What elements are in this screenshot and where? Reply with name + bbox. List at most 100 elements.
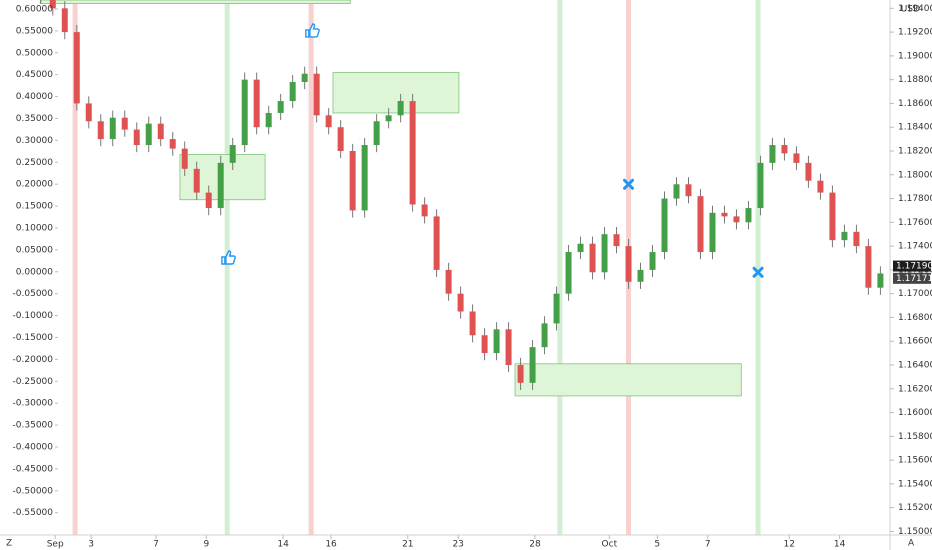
candle-body [421, 204, 428, 217]
y-tick-label: 0.15000 [16, 202, 53, 212]
y-tick-label: 0.45000 [16, 70, 53, 80]
candle-body [373, 121, 380, 146]
y2-tick-label: 1.15000 [898, 527, 932, 537]
candle-body [313, 73, 320, 116]
cross-icon [623, 178, 635, 190]
candle-body [109, 117, 116, 140]
y-tick-label: -0.30000 [13, 399, 54, 409]
y-tick-label: -0.35000 [13, 421, 54, 431]
thumb-icon [305, 23, 320, 38]
candle-body [325, 115, 332, 128]
candle-body [601, 234, 608, 273]
candle-body [385, 115, 392, 122]
y-tick-label: 0.00000 [16, 267, 53, 277]
candle-body [805, 162, 812, 181]
x-tick-label: 23 [452, 540, 463, 550]
currency-label: USD [901, 5, 920, 15]
candle-body [781, 145, 788, 154]
candle-body [589, 243, 596, 273]
candle-body [709, 212, 716, 253]
price-label: 1.17190 [896, 262, 932, 272]
highlight-band [72, 0, 78, 535]
x-tick-label: Sep [47, 540, 64, 550]
candle-body [409, 101, 416, 205]
candle-body [685, 184, 692, 197]
candle-body [61, 8, 68, 33]
candle-body [253, 79, 260, 128]
candle-body [517, 364, 524, 383]
y2-tick-label: 1.19000 [898, 51, 932, 61]
candle-body [769, 145, 776, 163]
candle-body [241, 79, 248, 146]
candle-body [529, 347, 536, 383]
y2-tick-label: 1.16200 [898, 384, 932, 394]
candle-body [301, 73, 308, 83]
candle-body [205, 192, 212, 209]
x-tick-label: 28 [529, 540, 541, 550]
price-label-box [893, 260, 931, 272]
candle-body [865, 246, 872, 288]
y-tick-label: -0.20000 [13, 355, 54, 365]
price-label: 1.17171 [896, 274, 932, 284]
candle-body [193, 168, 200, 193]
y-tick-label: 0.40000 [16, 92, 53, 102]
candle-body [721, 212, 728, 217]
y2-tick-label: 1.17000 [898, 289, 932, 299]
candle-body [85, 103, 92, 122]
candle-body [481, 335, 488, 354]
candle-body [505, 329, 512, 365]
y-tick-label: -0.10000 [13, 311, 54, 321]
price-label-box [893, 272, 931, 284]
y-tick-label: 0.25000 [16, 158, 53, 168]
y2-tick-label: 1.16000 [898, 408, 932, 418]
corner-button[interactable]: A [908, 539, 915, 549]
candle-body [841, 231, 848, 241]
y2-tick-label: 1.19400 [898, 4, 932, 14]
candle-body [169, 139, 176, 149]
y-tick-label: 0.35000 [16, 114, 53, 124]
y-tick-label: 0.10000 [16, 223, 53, 233]
x-tick-label: 21 [402, 540, 413, 550]
marker-thumb [221, 250, 236, 265]
candle-body [697, 196, 704, 253]
y2-tick-label: 1.15800 [898, 432, 932, 442]
y2-tick-label: 1.16800 [898, 313, 932, 323]
candle-body [337, 127, 344, 151]
candle-body [217, 162, 224, 209]
candle-body [649, 252, 656, 270]
marker-cross [623, 178, 635, 190]
marker-thumb [305, 23, 320, 38]
candle-body [265, 112, 272, 128]
y-tick-label: 0.50000 [16, 48, 53, 58]
candle-body [97, 121, 104, 140]
x-tick-label: 14 [834, 540, 846, 550]
x-tick-label: 16 [325, 540, 337, 550]
candle-body [349, 150, 356, 211]
candle-body [397, 101, 404, 116]
candle-body [181, 148, 188, 169]
highlight-band [308, 0, 314, 535]
corner-button[interactable]: Z [6, 539, 12, 549]
x-tick-label: 5 [654, 540, 660, 550]
y-tick-label: -0.25000 [13, 377, 54, 387]
candle-body [817, 180, 824, 193]
candle-body [493, 329, 500, 354]
candle-body [637, 269, 644, 282]
zone [332, 72, 460, 114]
y2-tick-label: 1.17600 [898, 218, 932, 228]
candle-body [49, 0, 56, 9]
x-tick-label: 9 [203, 540, 209, 550]
candle-body [877, 273, 884, 288]
candle-body [457, 293, 464, 312]
candle-body [745, 208, 752, 223]
y-tick-label: 0.55000 [16, 26, 53, 36]
candle-body [577, 243, 584, 253]
y2-tick-label: 1.19200 [898, 28, 932, 38]
x-tick-label: 7 [153, 540, 159, 550]
candle-body [361, 145, 368, 211]
candle-body [829, 192, 836, 241]
y2-tick-label: 1.15400 [898, 479, 932, 489]
y2-tick-label: 1.15200 [898, 503, 932, 513]
candle-body [625, 246, 632, 282]
candle-body [145, 123, 152, 146]
